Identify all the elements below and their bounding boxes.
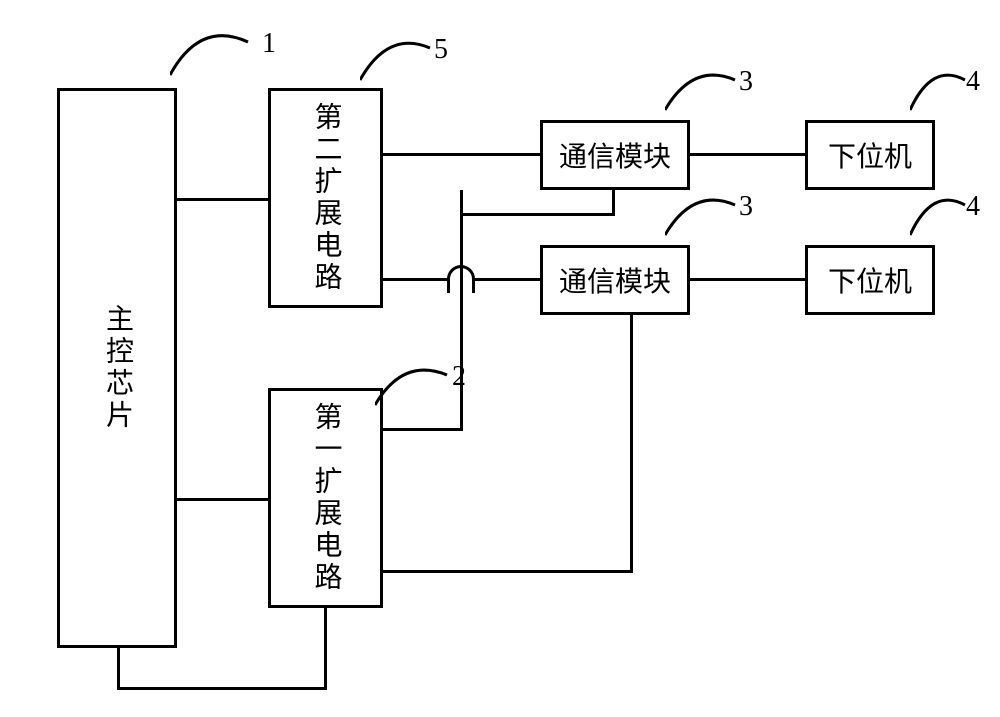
- ref-ext2: 5: [434, 34, 448, 66]
- ext2-label: 第二扩展电路: [306, 102, 346, 294]
- comm-top-block: 通信模块: [540, 120, 690, 190]
- edge: [474, 278, 540, 281]
- edge: [612, 190, 615, 216]
- edge: [177, 198, 268, 201]
- edge: [690, 153, 805, 156]
- edge: [383, 570, 633, 573]
- main-chip-block: 主控芯片: [57, 88, 177, 648]
- ref-main-chip: 1: [262, 28, 276, 60]
- leader-slave-bot: [910, 195, 972, 243]
- slave-bot-block: 下位机: [805, 245, 935, 315]
- leader-slave-top: [910, 70, 972, 118]
- leader-comm-bot: [665, 195, 745, 243]
- slave-top-label: 下位机: [828, 135, 912, 175]
- slave-top-block: 下位机: [805, 120, 935, 190]
- slave-bot-label: 下位机: [828, 260, 912, 300]
- edge: [630, 315, 633, 573]
- edge: [460, 190, 463, 431]
- ref-slave-top: 4: [966, 66, 980, 98]
- leader-comm-top: [665, 70, 745, 118]
- edge: [383, 153, 540, 156]
- edge: [117, 687, 327, 690]
- leader-ext1: [375, 365, 457, 413]
- edge: [383, 428, 463, 431]
- ext1-label: 第一扩展电路: [306, 402, 346, 594]
- edge: [177, 498, 268, 501]
- ext2-block: 第二扩展电路: [268, 88, 383, 308]
- comm-bot-block: 通信模块: [540, 245, 690, 315]
- edge: [383, 278, 448, 281]
- ref-slave-bot: 4: [966, 191, 980, 223]
- edge: [117, 648, 120, 690]
- leader-ext2: [360, 38, 440, 88]
- edge: [324, 608, 327, 690]
- comm-bot-label: 通信模块: [559, 260, 671, 300]
- ref-comm-top: 3: [739, 66, 753, 98]
- leader-main-chip: [170, 30, 260, 85]
- edge: [460, 213, 615, 216]
- comm-top-label: 通信模块: [559, 135, 671, 175]
- edge: [690, 278, 805, 281]
- ext1-block: 第一扩展电路: [268, 388, 383, 608]
- ref-ext1: 2: [452, 361, 466, 393]
- ref-comm-bot: 3: [739, 191, 753, 223]
- main-chip-label: 主控芯片: [97, 304, 137, 432]
